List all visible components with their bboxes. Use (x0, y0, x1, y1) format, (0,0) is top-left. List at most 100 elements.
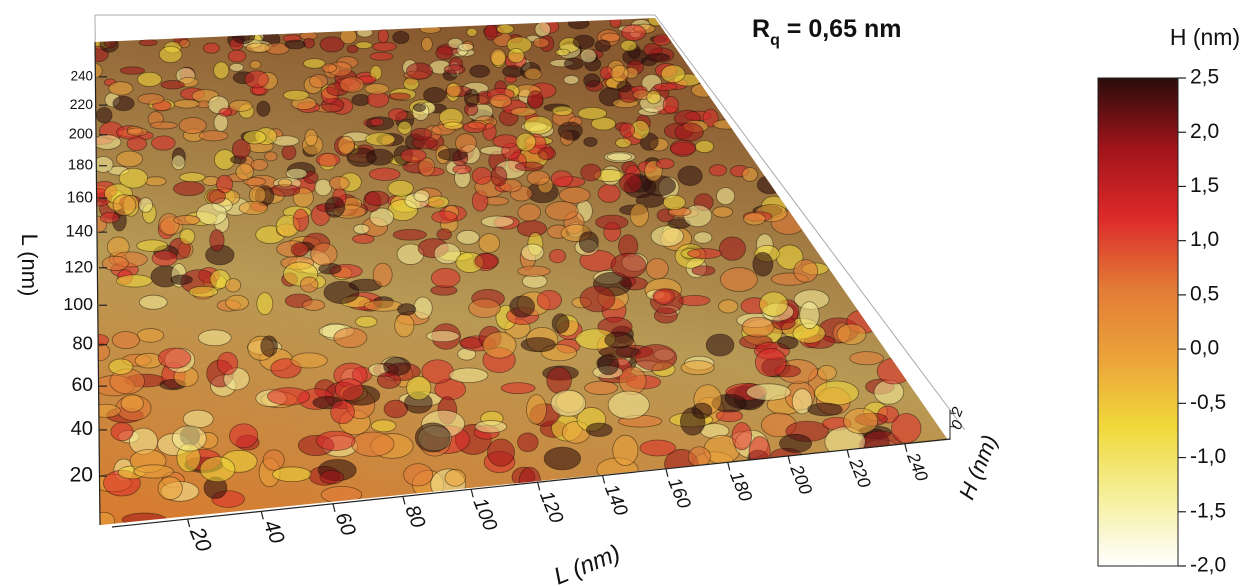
x-tick-label: 140 (600, 481, 632, 519)
surface-bump (264, 151, 278, 162)
surface-bump (523, 115, 553, 135)
surface-bump (290, 242, 309, 257)
surface-bump (370, 117, 384, 127)
colorbar (1097, 77, 1179, 567)
x-tick-label: 40 (259, 517, 289, 548)
surface-bump (138, 294, 168, 310)
surface-bump (249, 60, 262, 70)
surface-bump (457, 42, 474, 52)
surface-bump (478, 233, 501, 254)
surface-bump (337, 135, 355, 155)
surface-bump (281, 144, 297, 161)
surface-bump (151, 250, 178, 267)
surface-bump (463, 88, 480, 108)
surface-bump (134, 352, 163, 369)
x-tick-label: 60 (330, 509, 360, 539)
surface-bump (754, 347, 787, 377)
surface-bump (558, 186, 591, 204)
surface-bump (406, 62, 434, 80)
colorbar-tick-label: -0,5 (1190, 391, 1226, 414)
y-tick-label: 160 (67, 189, 94, 206)
surface-bump (655, 158, 675, 170)
y-tick-label: 220 (70, 96, 94, 112)
surface-bump (752, 252, 774, 277)
surface-bump (741, 316, 775, 338)
surface-bump (550, 389, 587, 417)
surface-bump (741, 167, 758, 182)
y-tick-label: 60 (72, 374, 94, 396)
surface-bump (597, 354, 620, 376)
surface-bump (315, 430, 356, 451)
surface-bump (615, 137, 632, 149)
surface-bump (426, 195, 450, 209)
x-tick (904, 443, 908, 452)
colorbar-tick-label: -2,0 (1190, 554, 1226, 577)
surface-bump (652, 34, 671, 46)
surface-bump (694, 140, 715, 154)
surface-bump (421, 36, 433, 52)
surface-bump (650, 225, 684, 247)
surface-bump (446, 82, 462, 98)
surface-bump (243, 130, 267, 145)
surface-bump (469, 64, 491, 78)
surface-bump (218, 108, 233, 117)
surface-bump (319, 470, 345, 485)
surface-bump (843, 407, 879, 434)
surface-bump (365, 132, 396, 147)
colorbar-tick-label: -1,5 (1190, 499, 1226, 522)
x-tick (846, 449, 850, 458)
surface-bump (95, 511, 116, 525)
surface-bump (691, 402, 713, 419)
surface-bump (225, 278, 242, 293)
surface-bump (352, 234, 375, 244)
surface-bump (351, 431, 395, 457)
surface-bump (514, 161, 544, 172)
surface-bump (507, 48, 525, 64)
surface-bump (334, 378, 364, 401)
surface-bump (330, 400, 355, 425)
x-tick (470, 489, 474, 498)
surface-bump (243, 177, 267, 187)
surface-bump (394, 313, 415, 338)
surface-bump (423, 86, 447, 104)
surface-bump (677, 165, 703, 187)
surface-bump (645, 52, 671, 62)
x-tick (332, 503, 336, 512)
surface-bump (546, 366, 572, 394)
surface-bump (173, 181, 206, 197)
surface-bump (206, 188, 226, 204)
surface-bump (328, 176, 350, 191)
surface-bump (533, 37, 550, 49)
x-tick-label: 100 (469, 495, 502, 534)
surface-bump (583, 136, 598, 147)
colorbar-tick-label: 0,5 (1190, 282, 1219, 305)
surface-bump (779, 433, 813, 453)
surface-bump (209, 229, 225, 252)
x-axis-line (111, 438, 951, 528)
surface-bump (319, 36, 345, 53)
surface-bump (95, 107, 113, 124)
surface-bump (120, 394, 144, 413)
surface-bump (413, 189, 430, 203)
surface-bump (693, 231, 713, 244)
surface-bump (743, 212, 766, 226)
colorbar-tick-label: 1,0 (1190, 228, 1219, 251)
surface-bump (315, 152, 341, 167)
surface-bump (292, 208, 310, 232)
surface-bump (309, 74, 329, 89)
surface-bump (610, 64, 629, 83)
surface-bump (604, 331, 634, 349)
surface-bump (524, 67, 542, 81)
surface-bump (690, 82, 718, 98)
surface-bump (339, 76, 365, 93)
x-tick-label: 160 (664, 474, 695, 511)
colorbar-title: H (nm) (1170, 24, 1240, 50)
surface-bump (468, 298, 501, 318)
surface-bump (282, 89, 310, 101)
surface-bump (173, 99, 200, 109)
surface-bump (160, 80, 185, 90)
surface-bump (225, 294, 249, 311)
surface-bump (244, 70, 269, 89)
